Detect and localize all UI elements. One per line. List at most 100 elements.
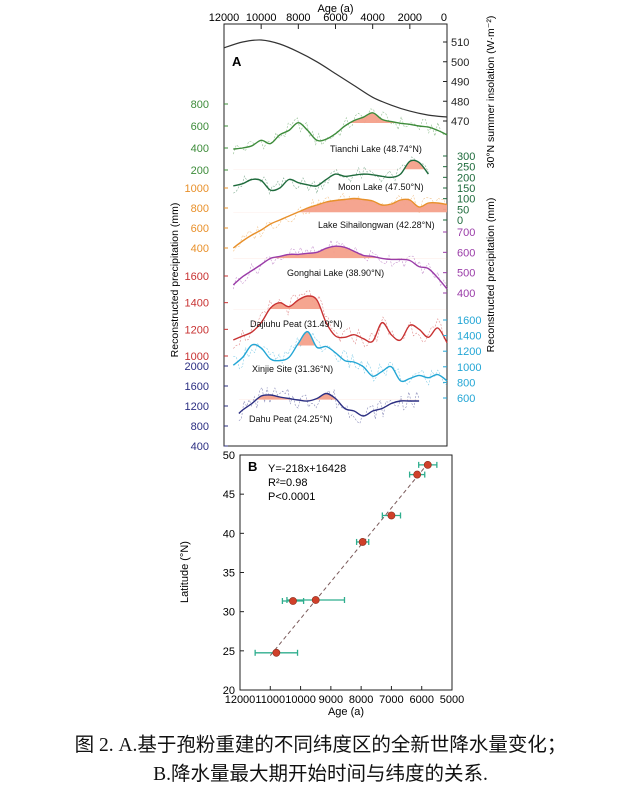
figure-caption-line-1: 图 2. A.基于孢粉重建的不同纬度区的全新世降水量变化；: [74, 735, 567, 756]
figure: Age (a)12000 10000 8000 6000 4000 2000 0A51050…: [169, 3, 497, 718]
series-label-gonghai-lake: Gonghai Lake (38.90°N): [287, 268, 384, 278]
panel-a-x-axis-title: Age (a): [317, 3, 353, 15]
tick-label-dajiuhu-peat: 1600: [185, 271, 209, 283]
figure-caption-line-2: B.降水量最大期开始时间与纬度的关系.: [153, 764, 488, 785]
tick-label-moon-lake: 250: [457, 162, 475, 174]
max-precip-fill-lake-sihailongwan: [297, 198, 447, 213]
panel-a-x-tick-label: 0: [441, 12, 447, 24]
series-line-gonghai-lake: [232, 245, 448, 290]
tick-label-moon-lake: 50: [457, 204, 469, 216]
tick-label-tianchi-lake: 600: [191, 121, 209, 133]
panel-b-y-tick-label: 30: [223, 607, 235, 619]
tick-label-dahu-peat: 1600: [185, 381, 209, 393]
panel-b-y-axis-title: Latitude (°N): [179, 541, 191, 603]
tick-label-xinjie-site: 800: [457, 377, 475, 389]
tick-label-tianchi-lake: 400: [191, 143, 209, 155]
regression-annotation: Y=-218x+16428: [268, 463, 346, 475]
tick-label-dahu-peat: 2000: [185, 361, 209, 373]
tick-label-gonghai-lake: 400: [457, 288, 475, 300]
panel-a-x-tick-label: 4000: [360, 12, 384, 24]
data-point: [289, 597, 297, 605]
raw-data-lake-sihailongwan: [233, 192, 448, 252]
tick-label-lake-sihailongwan: 1000: [185, 183, 209, 195]
tick-label-dahu-peat: 1200: [185, 401, 209, 413]
insolation-tick-label: 500: [451, 57, 469, 69]
tick-label-moon-lake: 150: [457, 183, 475, 195]
insolation-tick-label: 480: [451, 96, 469, 108]
panel-b-x-tick-label: 7000: [379, 694, 403, 706]
panel-b-y-tick-label: 35: [223, 568, 235, 580]
max-precip-fill-tianchi-lake: [297, 112, 399, 123]
series-label-dajiuhu-peat: Dajiuhu Peat (31.49°N): [250, 319, 343, 329]
panel-b-x-tick-label: 10000: [285, 694, 316, 706]
regression-line: [269, 463, 429, 656]
panel-b-x-tick-label: 6000: [409, 694, 433, 706]
tick-label-xinjie-site: 1000: [457, 362, 481, 374]
panel-a-x-tick-label: 10000: [246, 12, 277, 24]
panel-b-x-tick-label: 5000: [440, 694, 464, 706]
raw-data-tianchi-lake: [233, 108, 448, 155]
panel-b: B 12000 11000 10000 9000 8000 7000 6000 5000 50 45…: [179, 450, 464, 718]
series-line-moon-lake: [233, 159, 429, 192]
tick-label-dahu-peat: 400: [191, 441, 209, 453]
insolation-tick-label: 510: [451, 37, 469, 49]
tick-label-xinjie-site: 600: [457, 393, 475, 405]
data-point: [387, 511, 396, 520]
tick-label-moon-lake: 300: [457, 151, 475, 163]
max-precip-fill-dahu-peat: [256, 393, 337, 400]
panel-a-x-tick-label: 2000: [398, 12, 422, 24]
panel-b-x-tick-label: 9000: [319, 694, 343, 706]
tick-label-lake-sihailongwan: 600: [191, 223, 209, 235]
panel-b-y-tick-label: 45: [223, 489, 235, 501]
panel-a-x-tick-label: 6000: [323, 12, 347, 24]
series-label-xinjie-site: Xinjie Site (31.36°N): [252, 364, 333, 374]
insolation-tick-label: 470: [451, 116, 469, 128]
max-precip-fill-gonghai-lake: [271, 246, 381, 259]
tick-label-dajiuhu-peat: 1200: [185, 324, 209, 336]
series-label-dahu-peat: Dahu Peat (24.25°N): [249, 414, 333, 424]
data-point: [423, 460, 432, 469]
panel-b-x-tick-label: 12000: [225, 694, 256, 706]
tick-label-xinjie-site: 1200: [457, 346, 481, 358]
tick-label-moon-lake: 100: [457, 194, 475, 206]
panel-b-x-tick-label: 8000: [349, 694, 373, 706]
regression-annotation: R²=0.98: [268, 477, 307, 489]
panel-b-y-tick-label: 40: [223, 528, 235, 540]
panel-a-x-tick-label: 8000: [286, 12, 310, 24]
panel-b-x-tick-label: 11000: [255, 694, 285, 706]
regression-annotation: P<0.0001: [268, 491, 315, 503]
tick-label-dajiuhu-peat: 1000: [185, 351, 209, 363]
series-line-tianchi-lake: [233, 112, 448, 150]
panel-b-x-axis-title: Age (a): [328, 706, 364, 718]
panel-b-label: B: [248, 459, 257, 474]
data-point: [413, 470, 422, 479]
series-line-xinjie-site: [232, 331, 448, 383]
tick-label-gonghai-lake: 500: [457, 268, 475, 280]
tick-label-xinjie-site: 1600: [457, 315, 481, 327]
panel-a-x-tick-label: 12000: [209, 12, 240, 24]
series-line-dahu-peat: [238, 392, 420, 417]
insolation-axis-title: 30°N summer insolation (W·m⁻²): [485, 16, 497, 169]
data-point: [311, 596, 320, 604]
tick-label-gonghai-lake: 600: [457, 247, 475, 259]
series-line-dajiuhu-peat: [233, 295, 448, 344]
panel-a: Age (a)12000 10000 8000 6000 4000 2000 0A51050…: [169, 3, 497, 453]
panel-b-y-tick-label: 50: [223, 450, 235, 462]
panel-a-frame: [223, 23, 448, 447]
tick-label-dajiuhu-peat: 1400: [185, 298, 209, 310]
series-label-lake-sihailongwan: Lake Sihailongwan (42.28°N): [318, 220, 435, 230]
panel-b-y-tick-label: 25: [223, 646, 235, 658]
tick-label-moon-lake: 200: [457, 172, 475, 184]
panel-a-right-y-axis-title: Reconstructed precipitation (mm): [485, 198, 497, 353]
series-label-tianchi-lake: Tianchi Lake (48.74°N): [330, 144, 422, 154]
tick-label-gonghai-lake: 700: [457, 227, 475, 239]
panel-b-y-tick-label: 20: [223, 685, 235, 697]
tick-label-lake-sihailongwan: 400: [191, 243, 209, 255]
data-point: [272, 648, 281, 657]
tick-label-tianchi-lake: 800: [191, 99, 209, 111]
tick-label-moon-lake: 0: [457, 215, 463, 227]
insolation-curve: [223, 39, 448, 118]
tick-label-xinjie-site: 1400: [457, 331, 481, 343]
raw-data-dajiuhu-peat: [233, 290, 448, 349]
insolation-tick-label: 490: [451, 77, 469, 89]
